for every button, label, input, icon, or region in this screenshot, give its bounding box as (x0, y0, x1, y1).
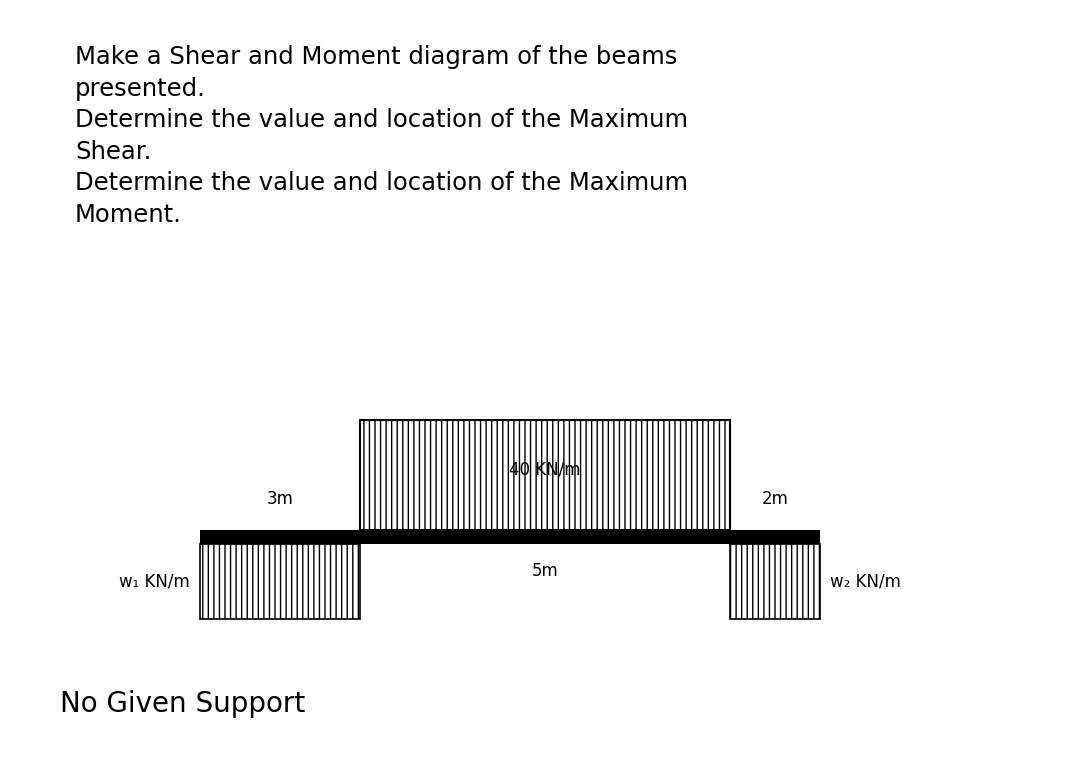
Bar (200, 530, 820, 544)
Bar (730, 544, 820, 619)
Text: w₁ KN/m: w₁ KN/m (119, 573, 190, 591)
Text: 2m: 2m (761, 490, 788, 508)
Text: 5m: 5m (531, 562, 558, 580)
Text: 3m: 3m (267, 490, 294, 508)
Text: No Given Support: No Given Support (60, 690, 306, 718)
Bar (360, 420, 730, 530)
Text: w₂ KN/m: w₂ KN/m (831, 573, 901, 591)
Bar (200, 544, 360, 619)
Text: Make a Shear and Moment diagram of the beams
presented.
Determine the value and : Make a Shear and Moment diagram of the b… (75, 45, 688, 227)
Text: 40 KN/m: 40 KN/m (510, 460, 581, 479)
